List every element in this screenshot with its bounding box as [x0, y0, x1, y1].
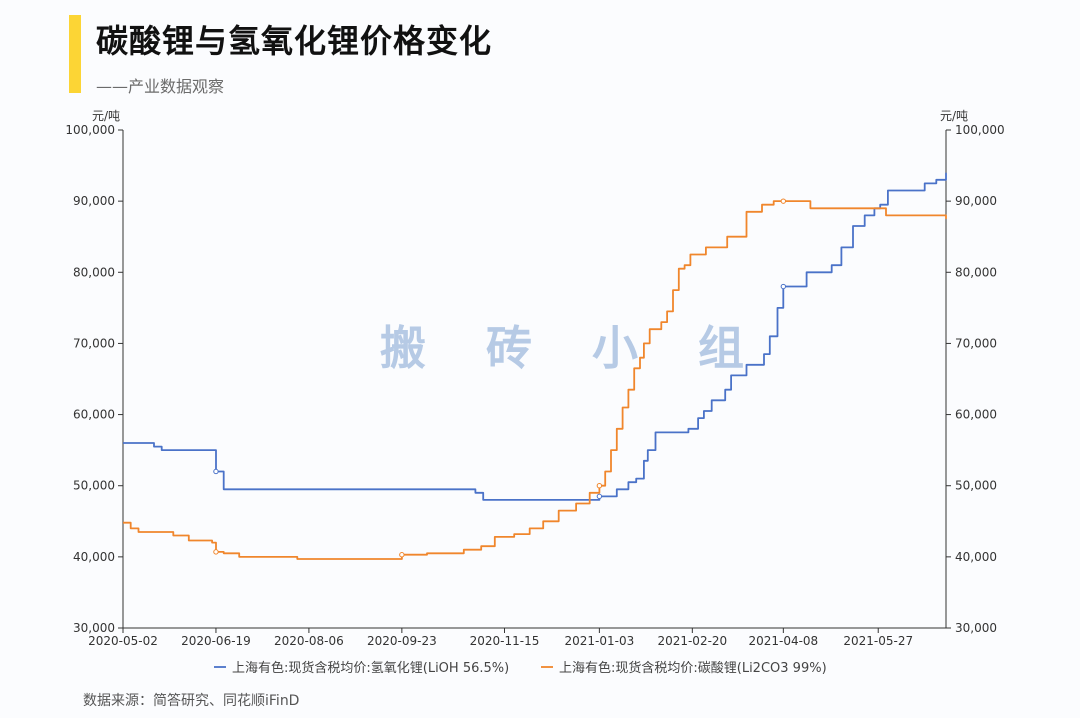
series-line-1 [123, 200, 947, 560]
left-y-tick-label: 90,000 [73, 194, 115, 208]
series-point-1 [399, 552, 405, 558]
series-point-0 [780, 283, 787, 290]
right-y-tick-label: 50,000 [955, 479, 997, 493]
chart-legend[interactable]: 上海有色:现货含税均价:氢氧化锂(LiOH 56.5%) 上海有色:现货含税均价:… [214, 660, 827, 676]
x-tick-label: 2021-01-03 [564, 634, 634, 648]
right-y-tick-label: 30,000 [955, 621, 997, 635]
left-y-tick-label: 70,000 [73, 336, 115, 350]
left-y-tick-label: 30,000 [73, 621, 115, 635]
right-y-tick-label: 40,000 [955, 550, 997, 564]
right-y-unit-label: 元/吨 [940, 109, 968, 123]
series-point-0 [213, 468, 219, 475]
left-y-tick-label: 40,000 [73, 550, 115, 564]
watermark-text: 搬 砖 小 组 [380, 321, 767, 375]
x-tick-label: 2021-02-20 [657, 634, 727, 648]
page-subtitle: ——产业数据观察 [96, 77, 225, 96]
legend-label-0[interactable]: 上海有色:现货含税均价:氢氧化锂(LiOH 56.5%) [232, 660, 509, 676]
series-point-0 [596, 493, 603, 500]
right-y-tick-label: 100,000 [955, 123, 1005, 137]
left-y-tick-label: 50,000 [73, 479, 115, 493]
left-y-tick-label: 100,000 [65, 123, 115, 137]
data-source-note: 数据来源：简答研究、同花顺iFinD [83, 693, 300, 709]
series-point-1 [213, 549, 219, 555]
x-tick-label: 2020-09-23 [367, 634, 437, 648]
x-tick-label: 2021-04-08 [748, 634, 818, 648]
right-y-tick-label: 60,000 [955, 408, 997, 422]
x-tick-label: 2020-11-15 [470, 634, 540, 648]
left-y-tick-label: 60,000 [73, 408, 115, 422]
legend-label-1[interactable]: 上海有色:现货含税均价:碳酸锂(Li2CO3 99%) [559, 660, 827, 676]
chart-series [123, 172, 947, 560]
x-tick-label: 2020-05-02 [88, 634, 158, 648]
left-y-tick-label: 80,000 [73, 265, 115, 279]
series-point-1 [780, 198, 787, 204]
right-y-tick-label: 90,000 [955, 194, 997, 208]
right-y-tick-label: 80,000 [955, 265, 997, 279]
x-tick-label: 2020-08-06 [274, 634, 344, 648]
right-y-tick-label: 70,000 [955, 336, 997, 350]
series-line-0 [123, 172, 947, 501]
x-tick-label: 2020-06-19 [181, 634, 251, 648]
x-tick-label: 2021-05-27 [843, 634, 913, 648]
left-y-unit-label: 元/吨 [92, 109, 120, 123]
chart-axes: 元/吨 元/吨 30,000 30,000 40,000 40,000 50,000 50,0… [65, 109, 1004, 648]
series-point-1 [596, 483, 603, 489]
title-accent-bar [69, 15, 81, 93]
page-title: 碳酸锂与氢氧化锂价格变化 [96, 22, 493, 60]
